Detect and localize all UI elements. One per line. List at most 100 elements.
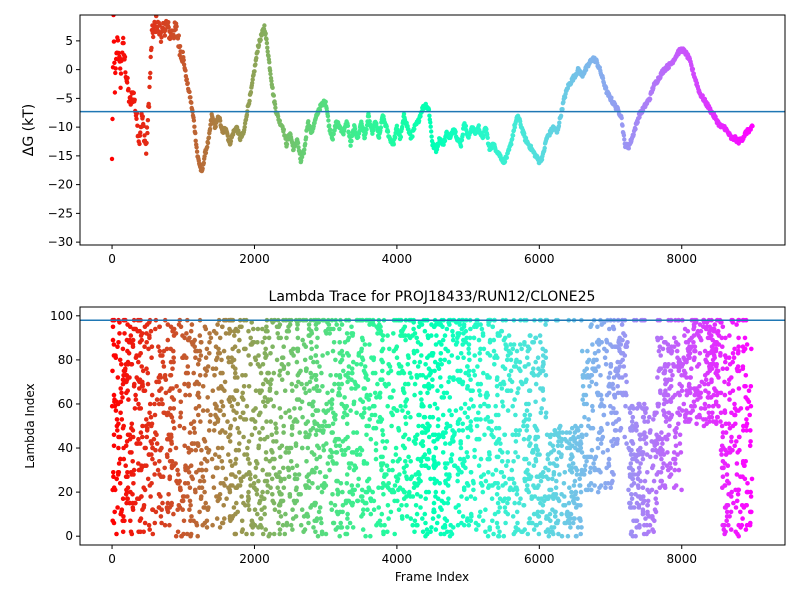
lambda-point [351, 430, 356, 435]
dg-point [200, 166, 205, 171]
lambda-point [538, 340, 543, 345]
lambda-point [501, 379, 506, 385]
lambda-point [450, 439, 455, 444]
lambda-point [676, 368, 682, 374]
lambda-point [200, 384, 206, 389]
lambda-point [634, 518, 640, 524]
lambda-point [481, 346, 487, 352]
lambda-point [256, 478, 261, 484]
lambda-point [723, 335, 728, 341]
lambda-point [127, 324, 133, 330]
lambda-point [628, 461, 634, 466]
lambda-point [595, 324, 600, 330]
lambda-point [569, 489, 574, 495]
lambda-point [287, 414, 293, 420]
lambda-point [260, 425, 265, 431]
lambda-point [203, 355, 209, 361]
lambda-point [683, 340, 689, 345]
dg-point [126, 86, 131, 92]
lambda-point [136, 401, 141, 407]
lambda-point [407, 370, 413, 376]
lambda-point [749, 509, 754, 515]
lambda-point [684, 392, 690, 398]
lambda-point [522, 342, 527, 347]
lambda-point [554, 463, 560, 469]
lambda-point [412, 381, 418, 387]
lambda-point [741, 428, 746, 433]
lambda-point [573, 489, 578, 495]
lambda-point [447, 322, 452, 327]
lambda-point [398, 403, 404, 409]
lambda-point [568, 511, 574, 517]
lambda-point [348, 408, 353, 413]
lambda-point [734, 439, 739, 444]
lambda-point [364, 500, 369, 506]
dg-point [166, 20, 171, 25]
lambda-point [525, 483, 530, 488]
lambda-point [596, 467, 602, 473]
lambda-point [629, 483, 634, 488]
lambda-point [215, 322, 220, 327]
dg-point [622, 137, 627, 142]
lambda-point [476, 322, 481, 327]
lambda-point [422, 463, 428, 469]
lambda-point [610, 443, 616, 449]
lambda-point [697, 351, 703, 356]
lambda-point [228, 472, 234, 477]
lambda-point [465, 434, 471, 440]
lambda-point [189, 514, 194, 519]
lambda-point [668, 414, 674, 420]
lambda-point [259, 494, 264, 499]
lambda-point [286, 408, 292, 413]
lambda-point [331, 520, 337, 526]
lambda-point [710, 403, 716, 409]
lambda-point [458, 441, 464, 446]
lambda-point [463, 370, 469, 376]
dg-point [121, 35, 126, 41]
lambda-point [478, 509, 483, 515]
lambda-point [419, 353, 424, 358]
lambda-point [419, 397, 424, 402]
lambda-point [727, 333, 732, 338]
lambda-point [377, 395, 383, 400]
lambda-point [415, 432, 420, 438]
lambda-point [510, 403, 515, 409]
lambda-point [169, 465, 175, 471]
lambda-point [726, 522, 731, 528]
lambda-point [584, 432, 589, 438]
lambda-point [444, 518, 450, 524]
lambda-point [199, 467, 204, 473]
lambda-point [178, 487, 183, 493]
lambda-point [574, 533, 579, 539]
lambda-point [289, 432, 295, 438]
lambda-point [251, 326, 256, 332]
lambda-point [644, 452, 650, 457]
dg-point [189, 100, 194, 105]
lambda-point [297, 406, 303, 411]
lambda-point [602, 346, 607, 352]
lambda-point [273, 421, 278, 427]
lambda-point [478, 403, 483, 409]
lambda-point [192, 487, 198, 493]
lambda-point [123, 379, 128, 385]
lambda-point [631, 505, 637, 510]
lambda-point [153, 447, 158, 453]
lambda-point [236, 447, 242, 453]
lambda-point [573, 423, 578, 429]
lambda-point [164, 412, 170, 418]
lambda-point [144, 340, 149, 345]
lambda-point [175, 529, 181, 535]
lambda-point [466, 368, 472, 374]
lambda-point [516, 366, 522, 372]
lambda-point [738, 509, 743, 515]
lambda-point [465, 364, 470, 369]
lambda-point [526, 489, 532, 495]
lambda-point [397, 370, 403, 376]
lambda-point [203, 373, 208, 378]
lambda-point [216, 386, 221, 391]
lambda-point [403, 414, 408, 420]
dg-point [118, 66, 123, 71]
lambda-point [611, 386, 616, 391]
x-tick-label: 0 [108, 252, 116, 266]
lambda-point [413, 503, 419, 508]
